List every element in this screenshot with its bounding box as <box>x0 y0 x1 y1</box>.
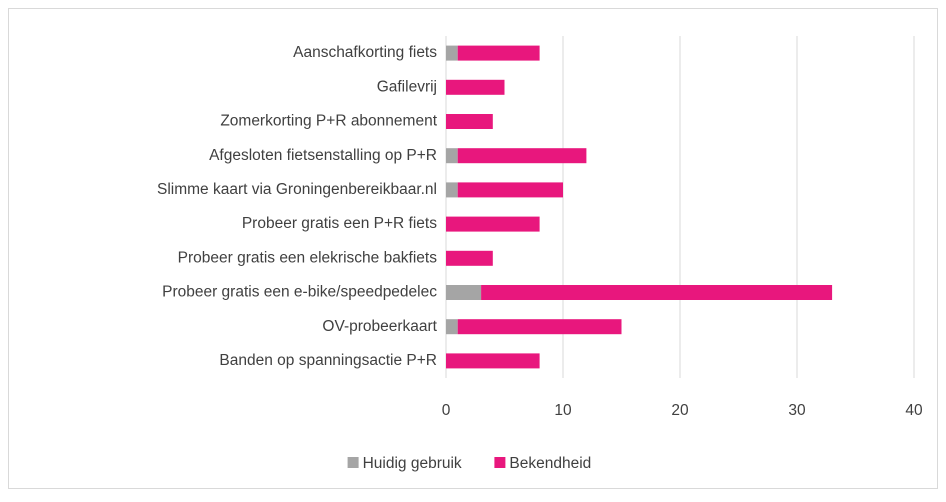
bar-segment <box>446 319 458 335</box>
bar-segment <box>446 285 482 300</box>
y-tick-label: OV-probeerkaart <box>322 318 437 335</box>
bar-segment <box>446 353 540 369</box>
bar-segment <box>457 148 587 164</box>
y-tick-label: Afgesloten fietsenstalling op P+R <box>209 147 437 164</box>
x-tick-label: 30 <box>788 402 806 419</box>
bar-segment <box>446 216 540 232</box>
x-tick-label: 20 <box>671 402 689 419</box>
y-tick-label: Gafilevrij <box>377 78 437 95</box>
legend-swatch <box>347 457 359 468</box>
legend-label: Bekendheid <box>509 455 591 472</box>
legend-label: Huidig gebruik <box>363 455 462 472</box>
legend-swatch <box>494 457 506 468</box>
y-tick-label: Probeer gratis een e-bike/speedpedelec <box>162 284 437 301</box>
y-tick-label: Zomerkorting P+R abonnement <box>220 113 437 130</box>
x-tick-label: 40 <box>905 402 923 419</box>
bar-segment <box>446 148 458 164</box>
y-tick-label: Slimme kaart via Groningenbereikbaar.nl <box>157 181 437 198</box>
y-tick-label: Aanschafkorting fiets <box>293 44 437 61</box>
bar-segment <box>457 45 540 61</box>
y-tick-label: Probeer gratis een P+R fiets <box>242 215 437 232</box>
bar-segment <box>457 319 622 335</box>
x-tick-label: 0 <box>442 402 451 419</box>
x-tick-label: 10 <box>554 402 572 419</box>
bar-segment <box>446 114 493 129</box>
y-tick-label: Banden op spanningsactie P+R <box>219 352 437 369</box>
bar-segment <box>446 250 493 266</box>
bar-segment <box>446 182 458 198</box>
bar-segment <box>481 285 833 300</box>
bar-segment <box>446 79 505 95</box>
bar-segment <box>446 45 458 61</box>
y-tick-label: Probeer gratis een elekrische bakfiets <box>178 249 438 266</box>
bar-segment <box>457 182 563 198</box>
